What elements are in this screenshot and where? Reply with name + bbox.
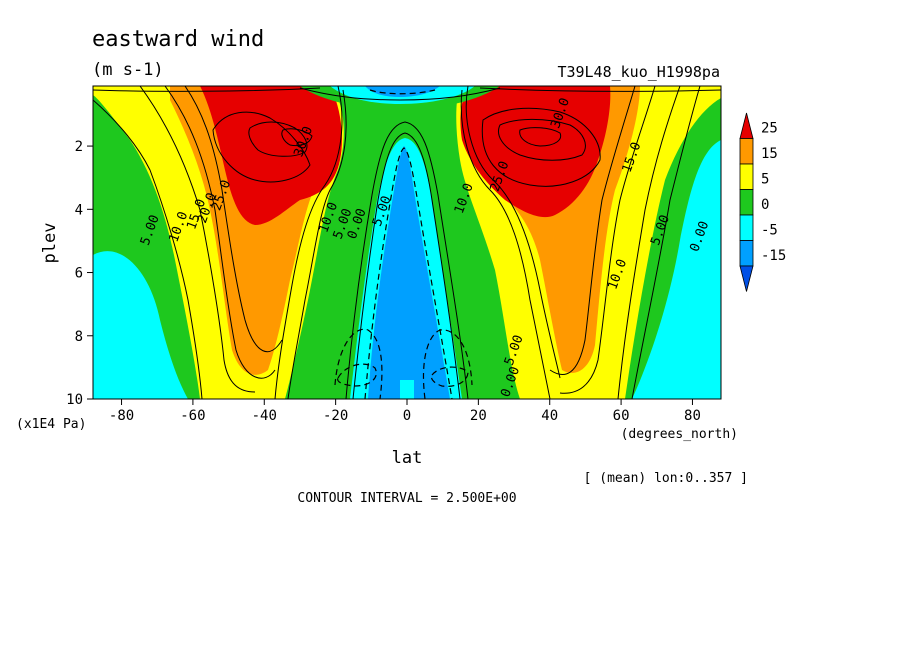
colorbar-swatch bbox=[739, 214, 754, 241]
x-tick-label: 60 bbox=[613, 408, 630, 424]
colorbar-arrow-bottom bbox=[739, 265, 754, 292]
mean-note: [ (mean) lon:0..357 ] bbox=[584, 471, 748, 486]
fill-band-top-blue bbox=[365, 86, 440, 97]
y-tick-label: 6 bbox=[75, 266, 83, 282]
colorbar-label: 5 bbox=[761, 172, 769, 188]
x-axis-title: lat bbox=[392, 448, 423, 468]
x-axis: -80 -60 -40 -20 0 20 40 60 80 bbox=[109, 399, 701, 424]
y-tick-label: 8 bbox=[75, 329, 83, 345]
y-axis: 2 4 6 8 10 bbox=[66, 139, 93, 408]
fill-band-equator-blue bbox=[368, 146, 450, 399]
colorbar-swatch bbox=[739, 240, 754, 267]
colorbar-label: 15 bbox=[761, 146, 778, 162]
surface-cyan-notch bbox=[400, 380, 414, 399]
chart-units: (m s-1) bbox=[92, 60, 164, 80]
x-tick-label: 80 bbox=[684, 408, 701, 424]
x-tick-label: 0 bbox=[403, 408, 411, 424]
negative-contours bbox=[334, 89, 473, 399]
x-tick-label: 20 bbox=[470, 408, 487, 424]
colorbar-arrow-top bbox=[739, 112, 754, 139]
colorbar-swatch bbox=[739, 189, 754, 216]
contour-lines bbox=[93, 86, 721, 399]
x-tick-label: -20 bbox=[323, 408, 348, 424]
y-tick-label: 2 bbox=[75, 139, 83, 155]
colorbar-swatch bbox=[739, 138, 754, 165]
colorbar: 25 15 5 0 -5 -15 bbox=[739, 112, 786, 292]
colorbar-label: -5 bbox=[761, 223, 778, 239]
y-axis-title: plev bbox=[40, 223, 60, 264]
y-units-label: (x1E4 Pa) bbox=[16, 417, 86, 432]
chart-title: eastward wind bbox=[92, 27, 264, 52]
contour-interval-note: CONTOUR INTERVAL = 2.500E+00 bbox=[297, 491, 516, 506]
x-tick-label: 40 bbox=[541, 408, 558, 424]
colorbar-swatch bbox=[739, 163, 754, 190]
x-tick-label: -60 bbox=[180, 408, 205, 424]
plot-area: 30.025.020.015.010.05.00 10.05.000.00 5.00… bbox=[93, 86, 721, 399]
fill-band-south-polar-cyan bbox=[93, 251, 188, 399]
colorbar-label: -15 bbox=[761, 248, 786, 264]
x-units-label: (degrees_north) bbox=[621, 427, 738, 442]
x-tick-label: -40 bbox=[252, 408, 277, 424]
run-label: T39L48_kuo_H1998pa bbox=[557, 63, 720, 81]
colorbar-label: 25 bbox=[761, 121, 778, 137]
x-tick-label: -80 bbox=[109, 408, 134, 424]
y-tick-label: 10 bbox=[66, 392, 83, 408]
y-tick-label: 4 bbox=[75, 202, 83, 218]
fill-band-north-polar-cyan bbox=[632, 140, 721, 399]
colorbar-label: 0 bbox=[761, 197, 769, 213]
